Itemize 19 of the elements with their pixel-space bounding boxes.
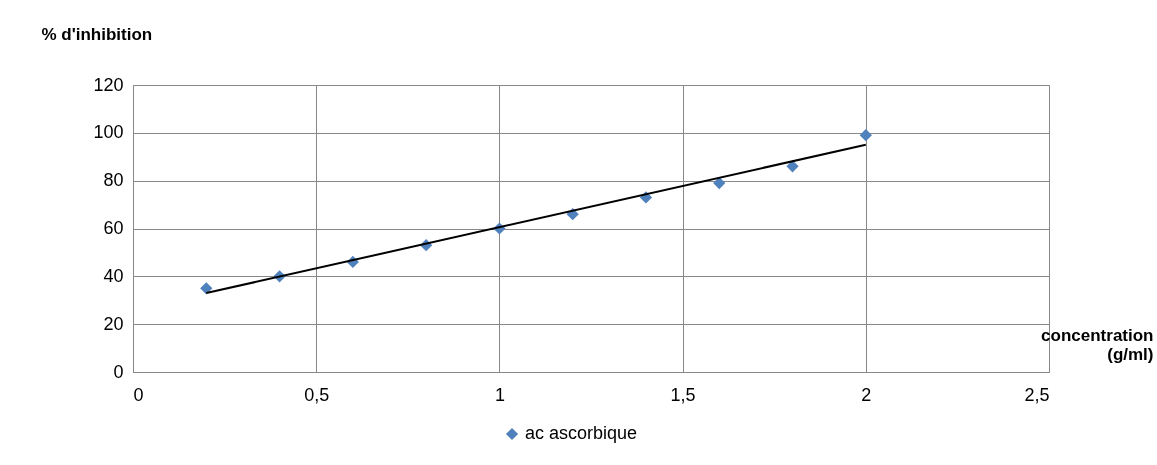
point <box>200 282 213 295</box>
x-tick-label: 1 <box>494 384 505 405</box>
y-tick-label: 120 <box>93 74 124 95</box>
point <box>859 129 872 142</box>
point <box>713 176 726 190</box>
y-tick-label: 0 <box>113 361 124 382</box>
x-tick-label: 1,5 <box>670 384 696 405</box>
y-tick-label: 20 <box>103 313 124 334</box>
y-tick-label: 80 <box>103 170 124 191</box>
x-axis-title: concentration (g/ml) <box>1041 325 1154 364</box>
y-tick-label: 100 <box>93 122 124 143</box>
y-tick-label: 60 <box>103 218 124 238</box>
x-tick-label: 0 <box>133 384 144 405</box>
x-tick-label: 2,5 <box>1024 384 1050 405</box>
x-tick-label: 0,5 <box>304 384 330 405</box>
y-axis-title: % d'inhibition <box>41 24 153 44</box>
legend-label: ac ascorbique <box>525 423 638 443</box>
y-tick-label: 40 <box>103 265 124 286</box>
x-tick-label: 2 <box>861 384 872 405</box>
